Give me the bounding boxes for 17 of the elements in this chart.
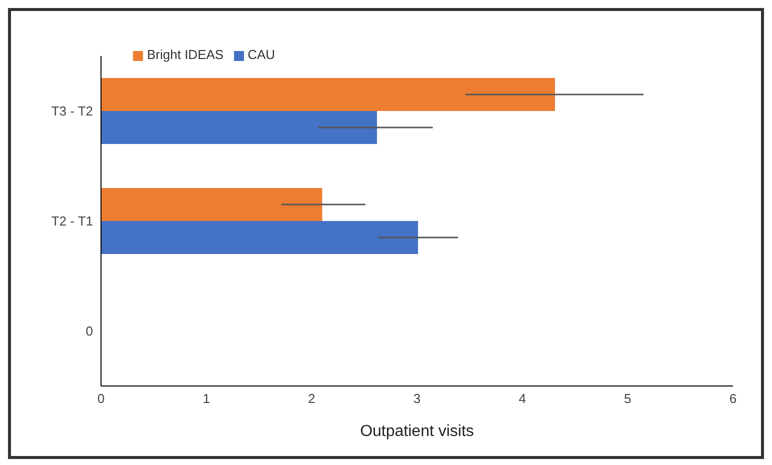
y-tick-label: T2 - T1 (51, 214, 93, 229)
x-tick-label: 4 (518, 391, 526, 406)
x-tick-label: 2 (308, 391, 316, 406)
bar (101, 111, 377, 144)
legend-label: CAU (248, 47, 276, 62)
y-tick-label: 0 (86, 324, 93, 339)
x-axis-title: Outpatient visits (360, 423, 474, 440)
x-tick-label: 0 (97, 391, 105, 406)
bar (101, 78, 555, 111)
bar (101, 188, 322, 221)
bar (101, 221, 418, 254)
x-tick-label: 5 (624, 391, 632, 406)
x-tick-label: 6 (729, 391, 737, 406)
x-tick-label: 3 (413, 391, 421, 406)
legend-label: Bright IDEAS (147, 47, 224, 62)
y-tick-label: T3 - T2 (51, 104, 93, 119)
x-tick-label: 1 (202, 391, 210, 406)
